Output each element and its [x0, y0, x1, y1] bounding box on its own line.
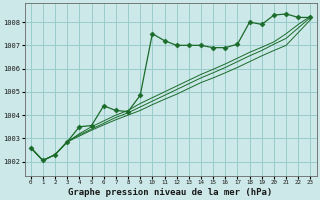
X-axis label: Graphe pression niveau de la mer (hPa): Graphe pression niveau de la mer (hPa): [68, 188, 273, 197]
